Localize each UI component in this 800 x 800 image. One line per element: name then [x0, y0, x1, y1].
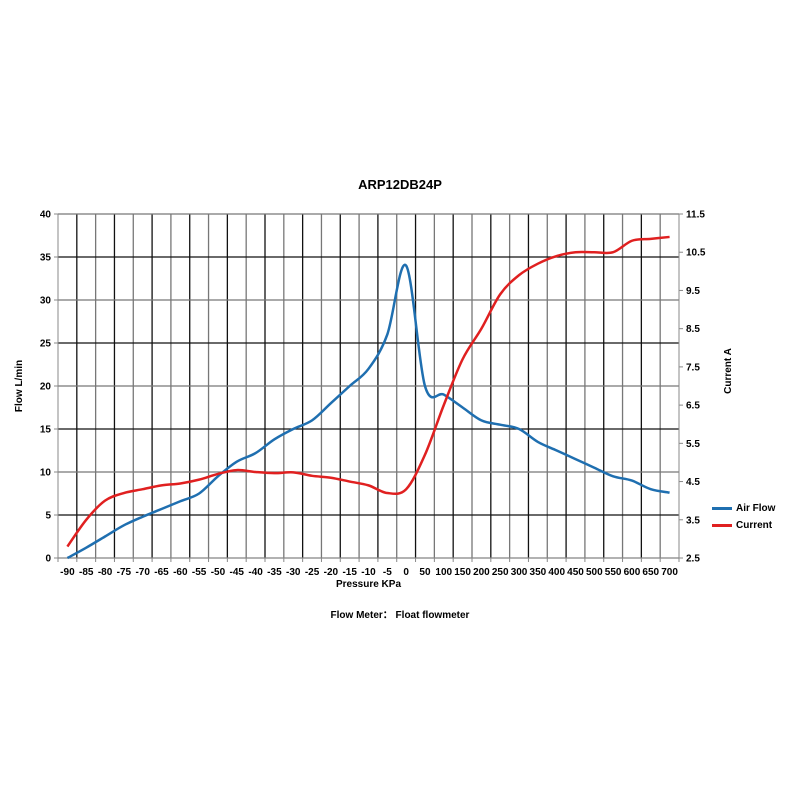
svg-text:20: 20: [40, 382, 52, 393]
svg-text:5: 5: [45, 511, 51, 522]
svg-text:10: 10: [40, 468, 52, 479]
legend-item-current: Current: [712, 517, 775, 534]
legend-label: Air Flow: [736, 503, 776, 514]
svg-text:-75: -75: [117, 567, 132, 578]
svg-text:500: 500: [586, 567, 603, 578]
svg-text:-80: -80: [98, 567, 113, 578]
legend-item-air-flow: Air Flow: [712, 500, 775, 517]
svg-text:250: 250: [492, 567, 509, 578]
svg-text:400: 400: [548, 567, 565, 578]
svg-text:2.5: 2.5: [686, 554, 700, 565]
svg-text:Current A: Current A: [723, 348, 734, 394]
svg-text:10.5: 10.5: [686, 248, 706, 259]
air-flow-swatch-icon: [712, 507, 732, 510]
svg-text:-5: -5: [383, 567, 392, 578]
svg-text:0: 0: [45, 554, 51, 565]
svg-text:15: 15: [40, 425, 52, 436]
svg-text:40: 40: [40, 210, 52, 221]
svg-text:150: 150: [454, 567, 471, 578]
svg-text:200: 200: [473, 567, 490, 578]
svg-text:5.5: 5.5: [686, 439, 700, 450]
svg-text:350: 350: [530, 567, 547, 578]
chart-title: ARP12DB24P: [358, 177, 442, 192]
air-flow-line: [66, 263, 670, 560]
svg-text:9.5: 9.5: [686, 286, 700, 297]
svg-text:11.5: 11.5: [686, 210, 705, 221]
svg-text:-65: -65: [154, 567, 169, 578]
svg-text:-30: -30: [286, 567, 301, 578]
svg-text:35: 35: [40, 253, 52, 264]
svg-text:-85: -85: [79, 567, 94, 578]
svg-text:50: 50: [419, 567, 431, 578]
svg-text:-25: -25: [305, 567, 320, 578]
svg-text:30: 30: [40, 296, 52, 307]
svg-text:450: 450: [567, 567, 584, 578]
svg-text:3.5: 3.5: [686, 515, 700, 526]
svg-text:-40: -40: [248, 567, 263, 578]
svg-text:-35: -35: [267, 567, 282, 578]
svg-text:-10: -10: [361, 567, 376, 578]
chart-legend: Air Flow Current: [712, 500, 775, 534]
svg-text:-60: -60: [173, 567, 188, 578]
svg-text:Pressure KPa: Pressure KPa: [336, 579, 401, 590]
svg-text:25: 25: [40, 339, 52, 350]
svg-text:300: 300: [511, 567, 528, 578]
svg-text:8.5: 8.5: [686, 324, 700, 335]
svg-text:4.5: 4.5: [686, 477, 700, 488]
svg-text:650: 650: [642, 567, 659, 578]
current-line: [66, 235, 670, 548]
svg-text:-70: -70: [135, 567, 150, 578]
svg-text:-45: -45: [230, 567, 245, 578]
svg-text:600: 600: [624, 567, 641, 578]
svg-text:6.5: 6.5: [686, 401, 700, 412]
current-swatch-icon: [712, 524, 732, 527]
svg-text:7.5: 7.5: [686, 362, 700, 373]
svg-text:-55: -55: [192, 567, 207, 578]
svg-text:-15: -15: [342, 567, 357, 578]
svg-text:700: 700: [661, 567, 678, 578]
svg-text:-90: -90: [60, 567, 75, 578]
svg-text:-50: -50: [211, 567, 226, 578]
legend-label: Current: [736, 520, 773, 531]
chart-subtitle: Flow Meter： Float flowmeter: [330, 610, 470, 621]
svg-text:Flow L/min: Flow L/min: [14, 360, 25, 412]
svg-text:0: 0: [403, 567, 409, 578]
svg-text:550: 550: [605, 567, 622, 578]
svg-text:100: 100: [435, 567, 452, 578]
svg-text:-20: -20: [324, 567, 339, 578]
